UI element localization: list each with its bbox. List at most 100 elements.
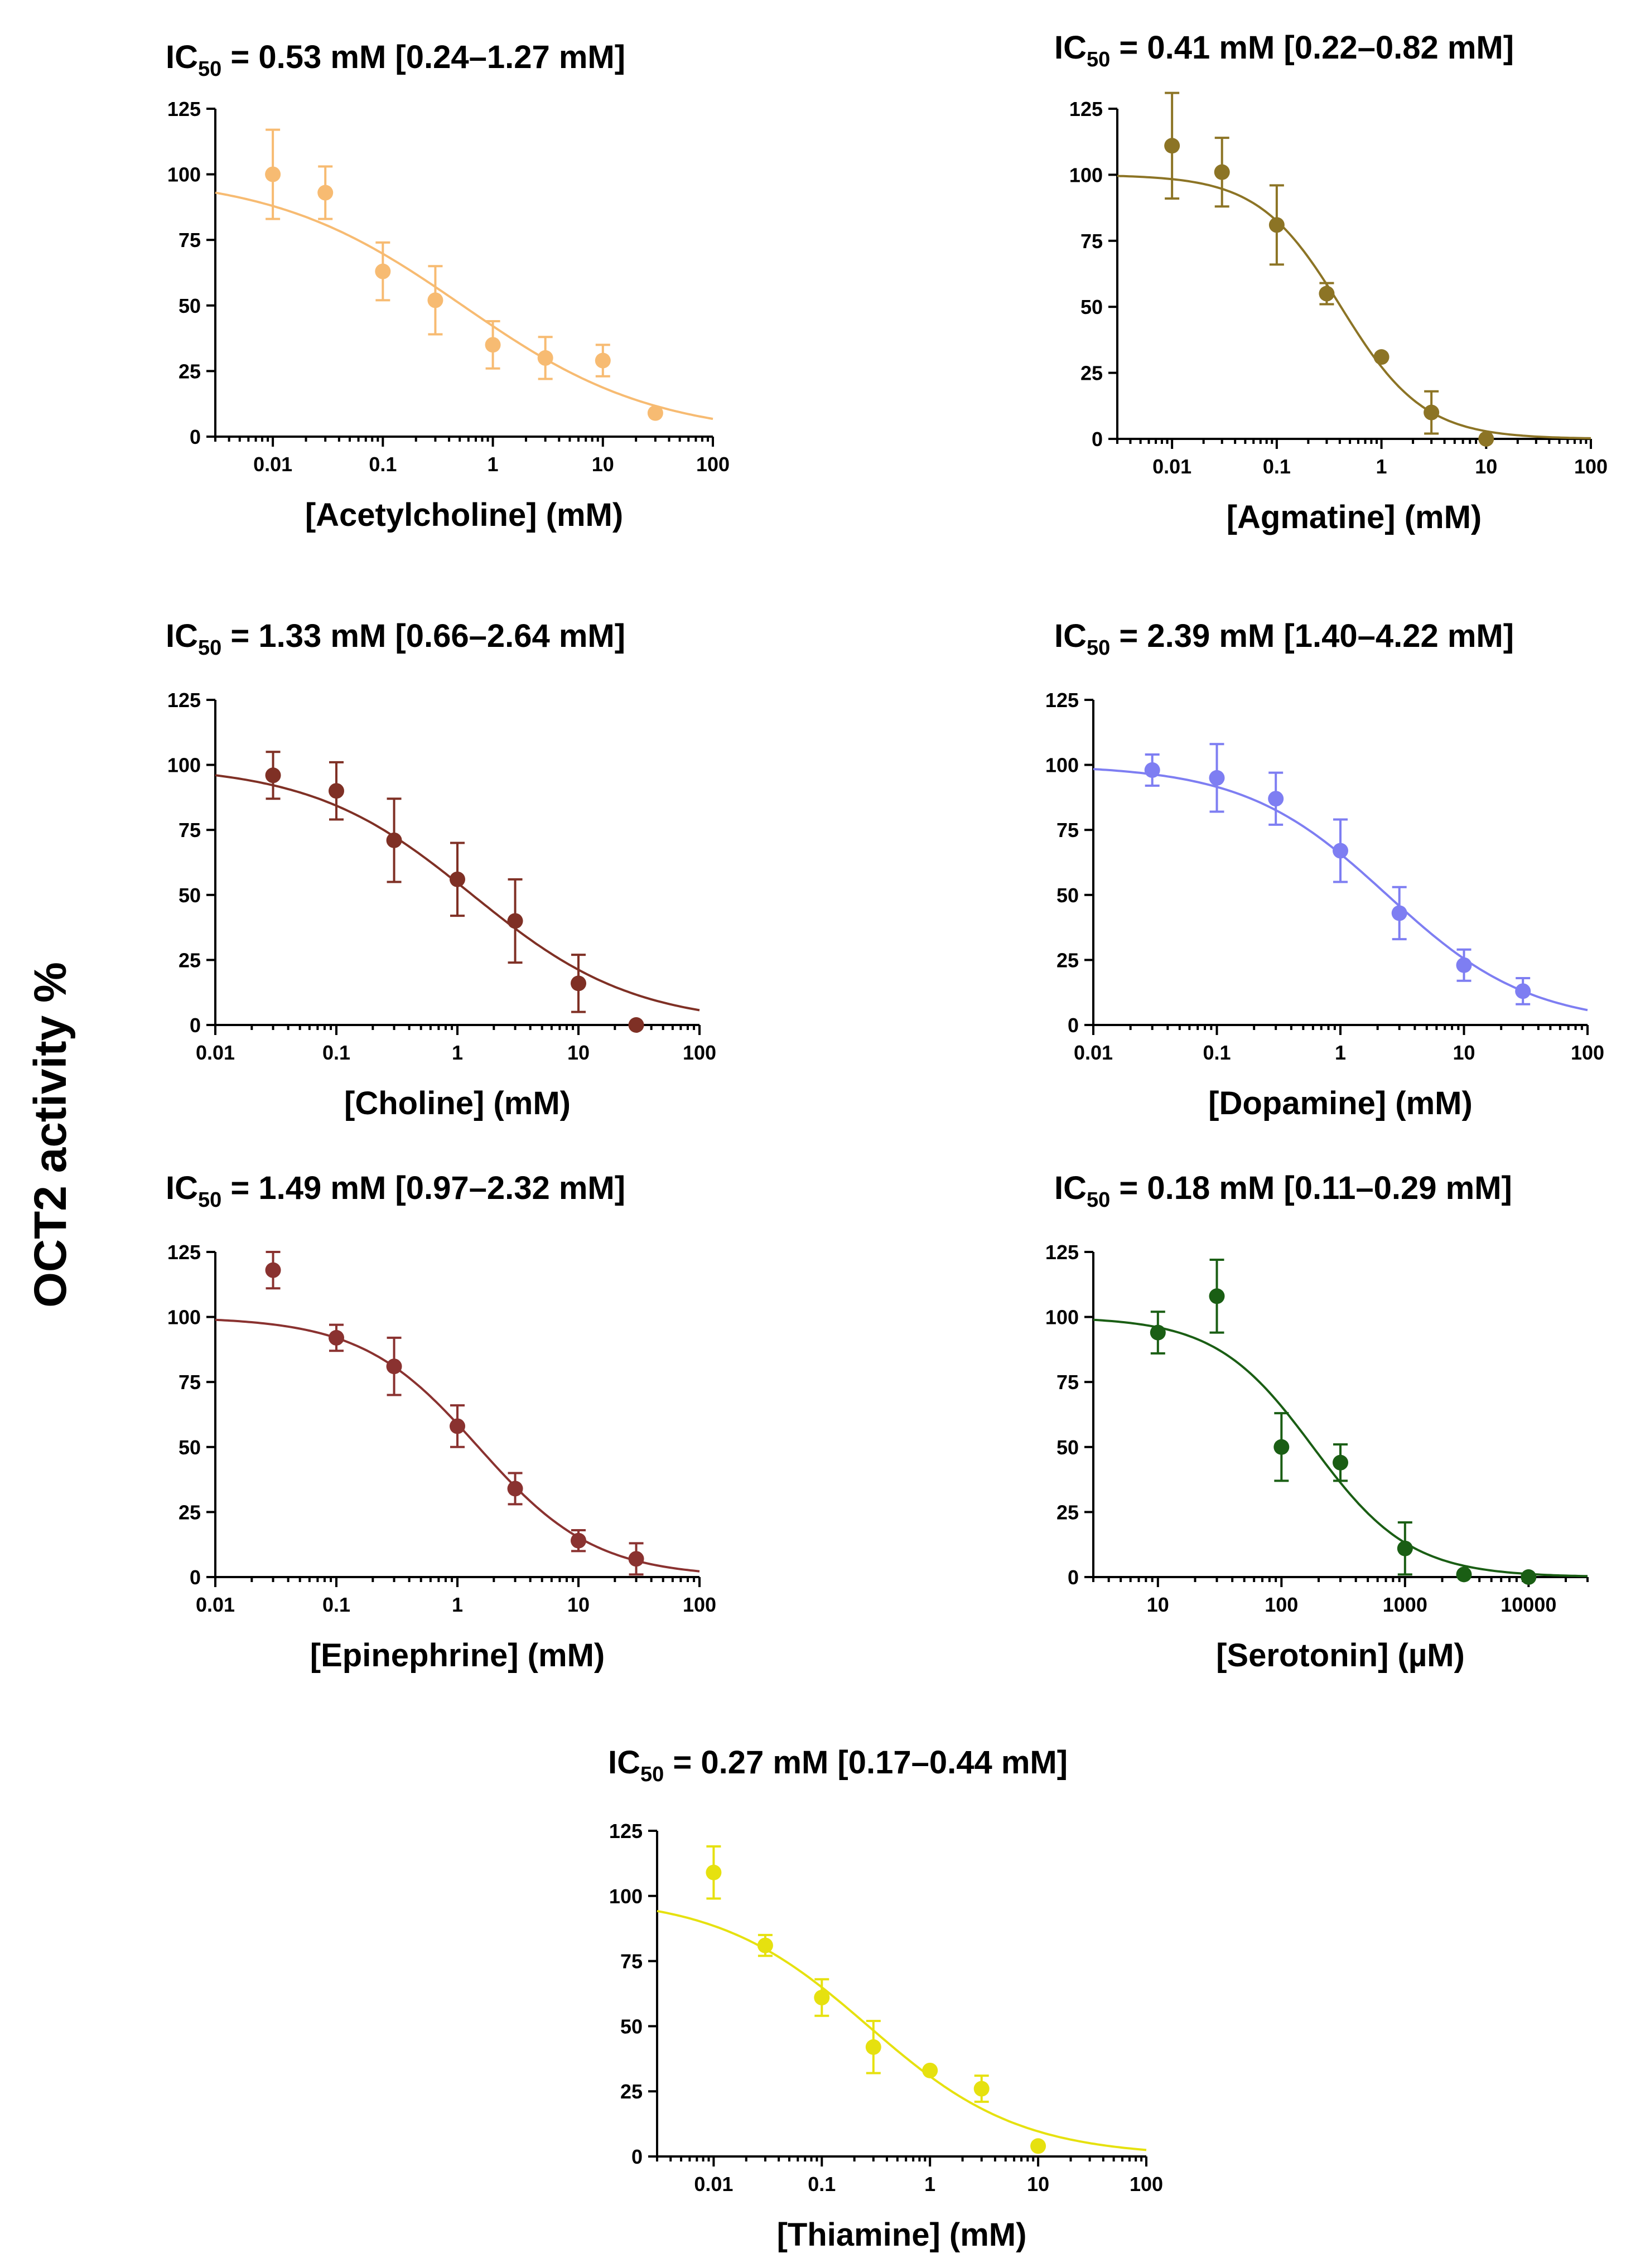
y-tick-label: 25 — [1056, 1501, 1079, 1524]
ic50-subscript: 50 — [198, 636, 221, 660]
y-tick-label: 0 — [631, 2145, 643, 2168]
x-tick-label: 100 — [1571, 1041, 1604, 1064]
x-tick-label: 1 — [1376, 455, 1387, 478]
x-axis-label: [Agmatine] (mM) — [1227, 499, 1482, 535]
data-point — [329, 1329, 344, 1346]
y-tick-label: 75 — [1080, 230, 1103, 253]
y-tick-label: 125 — [609, 1820, 643, 1843]
x-axis-label: [Epinephrine] (mM) — [310, 1637, 605, 1674]
y-tick-label: 50 — [178, 884, 201, 907]
y-tick-label: 50 — [178, 294, 201, 317]
ic50-prefix: IC — [166, 618, 198, 654]
y-tick-label: 100 — [1045, 1306, 1079, 1329]
y-tick-label: 125 — [167, 1241, 201, 1264]
x-tick-label: 1 — [488, 453, 499, 476]
data-point — [1209, 1288, 1225, 1304]
x-tick-label: 0.01 — [196, 1593, 235, 1616]
y-tick-label: 0 — [1068, 1566, 1079, 1589]
data-point — [1424, 404, 1440, 420]
data-point — [647, 405, 663, 421]
chart-title: IC50 = 0.18 mM [0.11–0.29 mM] — [1054, 1170, 1512, 1212]
y-tick-label: 100 — [167, 1306, 201, 1329]
fit-curve — [215, 191, 713, 420]
data-point — [1268, 217, 1285, 233]
x-tick-label: 100 — [683, 1593, 716, 1616]
x-tick-label: 0.01 — [1152, 455, 1191, 478]
x-tick-label: 0.1 — [322, 1593, 350, 1616]
data-point — [1515, 983, 1531, 999]
x-tick-label: 1 — [452, 1593, 463, 1616]
data-point — [1030, 2138, 1046, 2154]
x-tick-label: 0.01 — [694, 2173, 733, 2196]
ic50-subscript: 50 — [198, 57, 221, 81]
ic50-value: = 2.39 mM [1.40–4.22 mM] — [1110, 618, 1514, 654]
y-tick-label: 125 — [1045, 1241, 1079, 1264]
ic50-prefix: IC — [1054, 618, 1087, 654]
data-point — [317, 185, 334, 201]
ic50-value: = 0.53 mM [0.24–1.27 mM] — [221, 39, 625, 75]
y-tick-label: 125 — [167, 689, 201, 712]
ic50-prefix: IC — [166, 39, 198, 75]
chart-panel-2: IC50 = 0.41 mM [0.22–0.82 mM]02550751001… — [1054, 30, 1608, 535]
y-tick-label: 50 — [1080, 296, 1103, 318]
ic50-value: = 1.49 mM [0.97–2.32 mM] — [221, 1170, 625, 1206]
x-tick-label: 100 — [1265, 1593, 1298, 1616]
y-tick-label: 0 — [1068, 1014, 1079, 1037]
data-point — [1214, 164, 1230, 180]
x-tick-label: 10 — [1453, 1041, 1475, 1064]
data-point — [595, 352, 611, 369]
data-point — [329, 783, 344, 799]
chart-panel-7: IC50 = 0.27 mM [0.17–0.44 mM]02550751001… — [608, 1744, 1163, 2253]
data-point — [1144, 762, 1160, 778]
x-axis-label: [Dopamine] (mM) — [1208, 1085, 1473, 1121]
x-tick-label: 100 — [696, 453, 730, 476]
y-tick-label: 100 — [1069, 163, 1103, 186]
chart-panel-3: IC50 = 1.33 mM [0.66–2.64 mM]02550751001… — [166, 618, 716, 1121]
chart-title: IC50 = 0.27 mM [0.17–0.44 mM] — [608, 1744, 1068, 1786]
data-point — [1319, 286, 1335, 302]
ic50-prefix: IC — [608, 1744, 640, 1781]
data-point — [450, 1418, 465, 1434]
y-tick-label: 75 — [620, 1950, 643, 1973]
data-point — [1333, 1454, 1348, 1471]
ic50-subscript: 50 — [1087, 48, 1110, 71]
x-tick-label: 1 — [924, 2173, 935, 2196]
chart-panel-1: IC50 = 0.53 mM [0.24–1.27 mM]02550751001… — [166, 39, 730, 533]
data-point — [706, 1864, 722, 1880]
chart-title: IC50 = 0.53 mM [0.24–1.27 mM] — [166, 39, 625, 81]
fit-curve — [657, 1909, 1147, 2151]
chart-title: IC50 = 1.49 mM [0.97–2.32 mM] — [166, 1170, 625, 1212]
y-tick-label: 100 — [167, 754, 201, 777]
ic50-value: = 0.27 mM [0.17–0.44 mM] — [664, 1744, 1068, 1781]
y-tick-label: 0 — [190, 1566, 201, 1589]
data-point — [1150, 1324, 1166, 1341]
data-point — [427, 292, 443, 308]
data-point — [628, 1551, 644, 1567]
chart-panel-4: IC50 = 2.39 mM [1.40–4.22 mM]02550751001… — [1045, 618, 1604, 1121]
y-tick-label: 75 — [178, 819, 201, 842]
ic50-subscript: 50 — [198, 1188, 221, 1212]
y-tick-label: 25 — [178, 949, 201, 971]
x-tick-label: 1 — [452, 1041, 463, 1064]
x-tick-label: 10 — [1475, 455, 1497, 478]
x-tick-label: 0.01 — [1074, 1041, 1113, 1064]
data-point — [1391, 905, 1407, 921]
x-tick-label: 10000 — [1501, 1593, 1556, 1616]
y-tick-label: 25 — [178, 1501, 201, 1524]
ic50-value: = 0.41 mM [0.22–0.82 mM] — [1110, 30, 1514, 66]
x-tick-label: 0.01 — [253, 453, 292, 476]
ic50-value: = 1.33 mM [0.66–2.64 mM] — [221, 618, 625, 654]
y-tick-label: 25 — [1056, 949, 1079, 971]
x-tick-label: 0.1 — [322, 1041, 350, 1064]
fit-curve — [1093, 768, 1588, 1012]
data-point — [1397, 1540, 1413, 1556]
data-point — [1268, 791, 1284, 807]
data-point — [757, 1937, 773, 1953]
data-point — [507, 913, 523, 929]
x-tick-label: 1000 — [1383, 1593, 1427, 1616]
data-point — [375, 263, 391, 279]
data-point — [265, 166, 281, 182]
x-tick-label: 0.01 — [196, 1041, 235, 1064]
data-point — [1478, 431, 1494, 447]
